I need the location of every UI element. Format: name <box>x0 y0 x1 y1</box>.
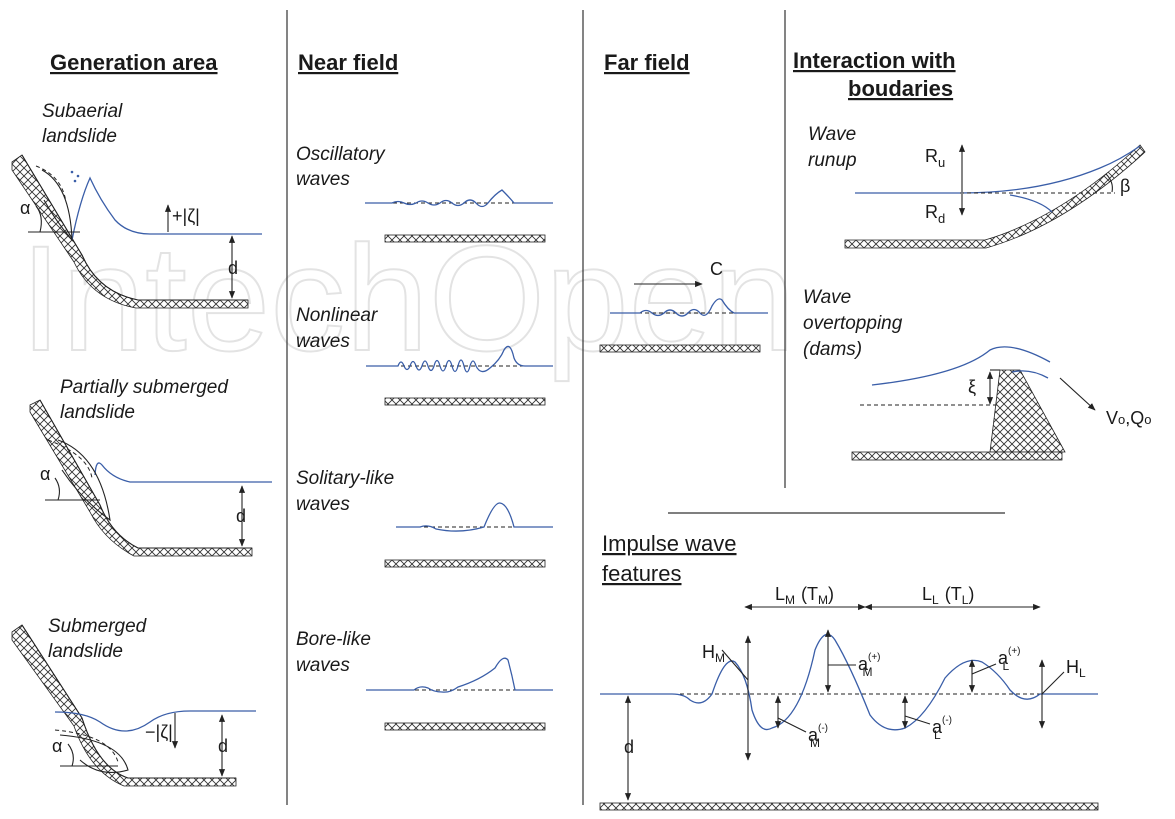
impulse-wave-profile <box>600 633 1098 731</box>
bore-label-1: Bore-like <box>296 629 371 650</box>
far-field-wave <box>610 298 768 317</box>
wave-runup-figure: Wave runup Ru Rd β <box>808 124 1146 249</box>
alpha-angle-label: α <box>40 464 50 484</box>
impulse-wave-features-figure: LM (TM) LL (TL) HM a(+) M a(-) M a(+) L a(-) L… <box>599 584 1099 811</box>
freeboard-label: ξ <box>968 377 976 397</box>
hl-label: HL <box>1066 657 1086 680</box>
slope-surface <box>21 154 248 301</box>
generation-title: Generation area <box>50 50 218 75</box>
beta-angle-label: β <box>1120 176 1130 196</box>
solitary-waves-figure: Solitary-like waves <box>296 468 553 568</box>
slide-mass <box>57 439 111 522</box>
runup-label-1: Wave <box>808 124 856 145</box>
seabed <box>599 802 1099 811</box>
slope-ground <box>29 399 253 557</box>
bore-waves-figure: Bore-like waves <box>296 629 553 731</box>
al-neg-label: a(-) L <box>932 715 952 742</box>
oscillatory-label-2: waves <box>296 169 350 190</box>
depth-label: d <box>624 737 634 757</box>
nonlinear-label-2: waves <box>296 331 350 352</box>
wave-length-l-label: LL (TL) <box>922 584 974 607</box>
boundaries-title-1: Interaction with <box>793 48 956 73</box>
amplitude-label: +|ζ| <box>172 206 200 226</box>
subaerial-landslide-figure: Subaerial landslide α +|ζ| d <box>11 101 262 309</box>
overtopping-label-2: overtopping <box>803 313 903 334</box>
submerged-label-2: landslide <box>48 641 123 662</box>
depth-label: d <box>236 506 246 526</box>
boundaries-title-2: boudaries <box>848 76 953 101</box>
am-pos-label: a(+) M <box>858 652 881 679</box>
generated-wave <box>94 462 272 483</box>
far-field-title: Far field <box>604 50 690 75</box>
nonlinear-wave <box>366 345 553 373</box>
alpha-angle-label: α <box>20 198 30 218</box>
runup-rd-label: Rd <box>925 202 945 226</box>
generated-wave <box>71 176 262 241</box>
overtopping-wave <box>871 346 1051 386</box>
partial-label-1: Partially submerged <box>60 377 229 398</box>
far-field-figure: C <box>599 259 768 353</box>
slope-surface <box>39 399 252 549</box>
runup-wave <box>855 145 1141 194</box>
overtopping-label-3: (dams) <box>803 339 862 360</box>
solitary-label-1: Solitary-like <box>296 468 394 489</box>
hm-label: HM <box>702 642 725 665</box>
depth-label: d <box>228 258 238 278</box>
runup-ru-label: Ru <box>925 146 945 170</box>
solitary-label-2: waves <box>296 494 350 515</box>
amplitude-label: −|ζ| <box>145 722 173 742</box>
am-neg-label: a(-) M <box>808 723 828 750</box>
oscillatory-wave <box>365 189 553 208</box>
celerity-label: C <box>710 259 723 279</box>
bore-wave <box>366 657 553 693</box>
wave-length-m-label: LM (TM) <box>775 584 834 607</box>
nonlinear-waves-figure: Nonlinear waves <box>296 305 553 406</box>
wave-overtopping-figure: Wave overtopping (dams) ξ Vo,Qo <box>803 287 1152 461</box>
oscillatory-label-1: Oscillatory <box>296 144 386 165</box>
partially-submerged-figure: Partially submerged landslide α d <box>29 377 272 557</box>
submerged-landslide-figure: Submerged landslide α −|ζ| d <box>11 616 256 787</box>
al-pos-label: a(+) L <box>998 646 1021 673</box>
partial-label-2: landslide <box>60 402 135 423</box>
beach-slope <box>844 144 1146 249</box>
dam-body <box>989 369 1066 453</box>
features-title-1: Impulse wave <box>602 531 737 556</box>
features-title-2: features <box>602 561 682 586</box>
subaerial-label-1: Subaerial <box>42 101 123 122</box>
near-field-title: Near field <box>298 50 398 75</box>
oscillatory-waves-figure: Oscillatory waves <box>296 144 553 243</box>
generated-wave <box>54 710 256 732</box>
slope-surface <box>21 624 236 779</box>
slide-mass <box>41 169 73 242</box>
submerged-label-1: Submerged <box>48 616 148 637</box>
subaerial-label-2: landslide <box>42 126 117 147</box>
nonlinear-label-1: Nonlinear <box>296 305 378 326</box>
solitary-wave <box>396 502 553 532</box>
bore-label-2: waves <box>296 655 350 676</box>
runup-label-2: runup <box>808 150 857 171</box>
alpha-angle-label: α <box>52 736 62 756</box>
overtopping-flow-label: Vo,Qo <box>1106 408 1152 428</box>
slide-mass <box>59 734 129 773</box>
depth-label: d <box>218 736 228 756</box>
overtopping-label-1: Wave <box>803 287 851 308</box>
